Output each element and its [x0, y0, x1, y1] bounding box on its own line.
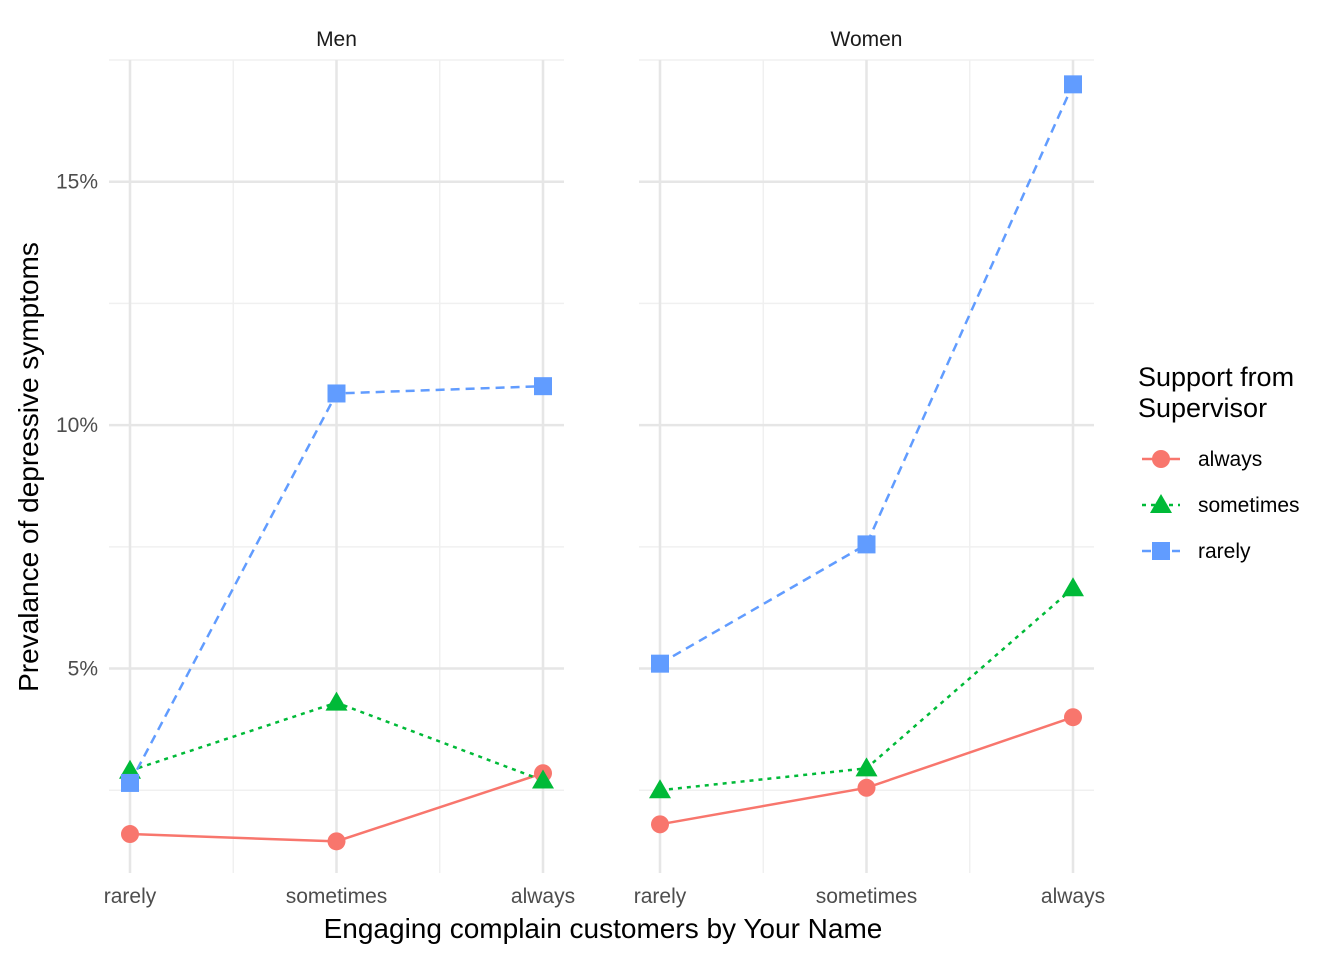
- data-point-rarely: [534, 377, 552, 396]
- series-line-rarely: [659, 83, 1075, 665]
- legend-key-marker: [1150, 494, 1172, 513]
- y-tick-label: 15%: [56, 171, 98, 194]
- y-tick-label: 10%: [56, 414, 98, 437]
- x-tick-label: sometimes: [816, 885, 918, 908]
- x-axis-title: Engaging complain customers by Your Name: [324, 913, 883, 944]
- x-tick-label: rarely: [104, 885, 157, 908]
- legend-item-always: always: [1142, 448, 1262, 471]
- data-point-always: [327, 832, 346, 851]
- data-point-sometimes: [649, 779, 671, 799]
- data-point-always: [651, 815, 669, 834]
- y-axis-title: Prevalance of depressive symptoms: [13, 242, 44, 692]
- legend-key-marker: [1152, 542, 1170, 560]
- data-point-rarely: [1064, 75, 1082, 94]
- data-point-rarely: [857, 535, 876, 554]
- legend-item-sometimes: sometimes: [1142, 494, 1300, 517]
- y-axis: 5% 10% 15%: [56, 171, 98, 681]
- x-tick-label: always: [511, 885, 575, 908]
- legend-key-marker: [1152, 450, 1170, 468]
- legend-label: always: [1198, 448, 1262, 471]
- y-tick-label: 5%: [68, 658, 98, 681]
- x-tick-label: rarely: [634, 885, 687, 908]
- data-point-sometimes: [1062, 577, 1084, 597]
- legend-label: rarely: [1198, 540, 1251, 563]
- x-tick-label: always: [1041, 885, 1105, 908]
- legend-label: sometimes: [1198, 494, 1300, 517]
- data-point-sometimes: [325, 691, 348, 711]
- data-point-rarely: [327, 384, 346, 403]
- panel-men: Men rarely sometimes always: [104, 28, 575, 908]
- legend-item-rarely: rarely: [1142, 540, 1251, 563]
- data-point-rarely: [121, 773, 139, 792]
- data-point-rarely: [651, 654, 669, 673]
- data-point-always: [857, 778, 876, 797]
- data-point-always: [1064, 708, 1082, 727]
- data-point-always: [121, 825, 139, 844]
- data-point-sometimes: [532, 769, 554, 789]
- panel-title-women: Women: [831, 28, 903, 51]
- data-point-sometimes: [855, 757, 878, 777]
- panel-women: Women rarely sometimes always: [634, 28, 1105, 908]
- x-tick-label: sometimes: [286, 885, 388, 908]
- legend-title: Supervisor: [1138, 393, 1267, 423]
- legend-title: Support from: [1138, 362, 1294, 392]
- panel-title-men: Men: [316, 28, 357, 51]
